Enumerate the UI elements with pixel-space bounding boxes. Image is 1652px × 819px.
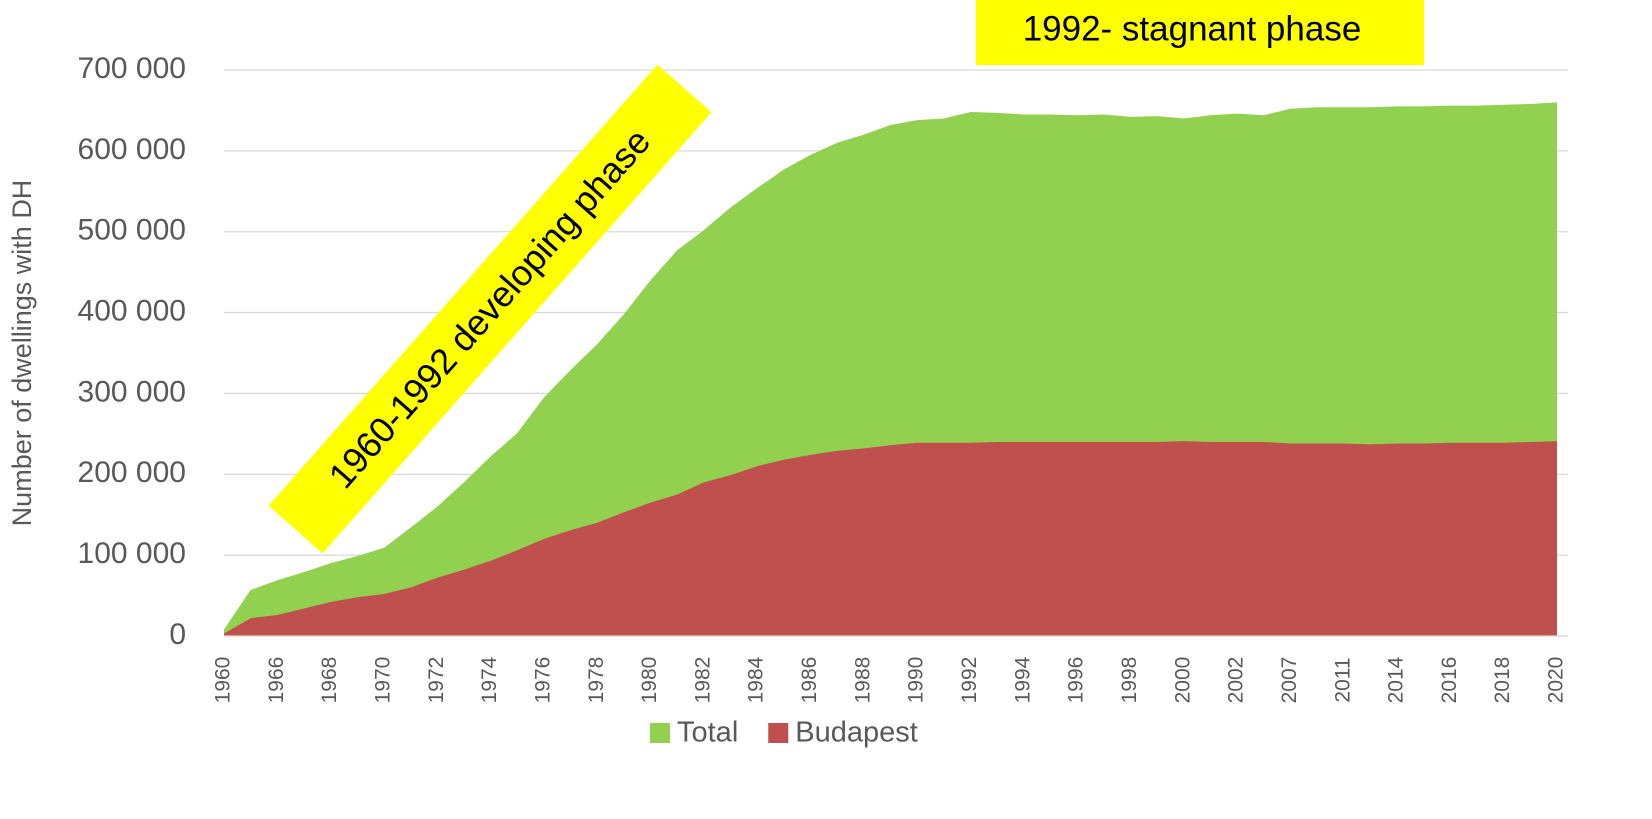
y-tick-label: 0 (169, 618, 186, 651)
x-tick-label: 2011 (1331, 657, 1354, 702)
x-tick-label: 1966 (265, 657, 288, 704)
x-tick-label: 1992 (958, 657, 981, 704)
x-tick-label: 1968 (318, 657, 341, 704)
x-tick-label: 1984 (745, 656, 768, 703)
x-tick-label: 1974 (478, 656, 501, 703)
x-tick-label: 2000 (1171, 657, 1194, 704)
annotation: 1992- stagnant phase (1023, 9, 1362, 48)
y-tick-label: 200 000 (78, 456, 186, 489)
x-tick-label: 2007 (1278, 657, 1301, 704)
x-tick-label: 2016 (1438, 657, 1461, 704)
x-tick-label: 1978 (585, 657, 608, 704)
x-tick-label: 2014 (1385, 656, 1408, 703)
x-tick-label: 2002 (1225, 657, 1248, 704)
y-tick-label: 600 000 (78, 133, 186, 166)
x-tick-label: 1994 (1011, 656, 1034, 703)
areas (224, 102, 1557, 637)
y-tick-label: 400 000 (78, 294, 186, 327)
annotation-box (268, 64, 712, 554)
x-tick-label: 1996 (1065, 657, 1088, 704)
x-tick-label: 2020 (1545, 657, 1568, 704)
legend-swatch (650, 723, 670, 743)
x-tick-label: 1986 (798, 657, 821, 704)
x-tick-label: 1998 (1118, 657, 1141, 704)
x-tick-label: 1976 (531, 657, 554, 704)
legend-label: Budapest (795, 717, 918, 749)
x-tick-label: 1970 (372, 657, 395, 704)
y-tick-label: 300 000 (78, 375, 186, 408)
x-tick-label: 2018 (1491, 657, 1514, 704)
legend-label: Total (677, 717, 738, 749)
x-tick-label: 1960 (212, 657, 235, 704)
x-tick-label: 1988 (851, 657, 874, 704)
y-axis-label: Number of dwellings with DH (7, 180, 37, 527)
x-tick-label: 1990 (905, 657, 928, 704)
y-tick-label: 100 000 (78, 537, 186, 570)
y-tick-label: 700 000 (78, 52, 186, 85)
y-tick-label: 500 000 (78, 214, 186, 247)
x-tick-label: 1982 (691, 657, 714, 704)
x-tick-label: 1972 (425, 657, 448, 704)
annotation-box (976, 0, 1424, 65)
area (224, 441, 1557, 636)
x-tick-label: 1980 (638, 657, 661, 704)
legend-swatch (768, 723, 789, 743)
